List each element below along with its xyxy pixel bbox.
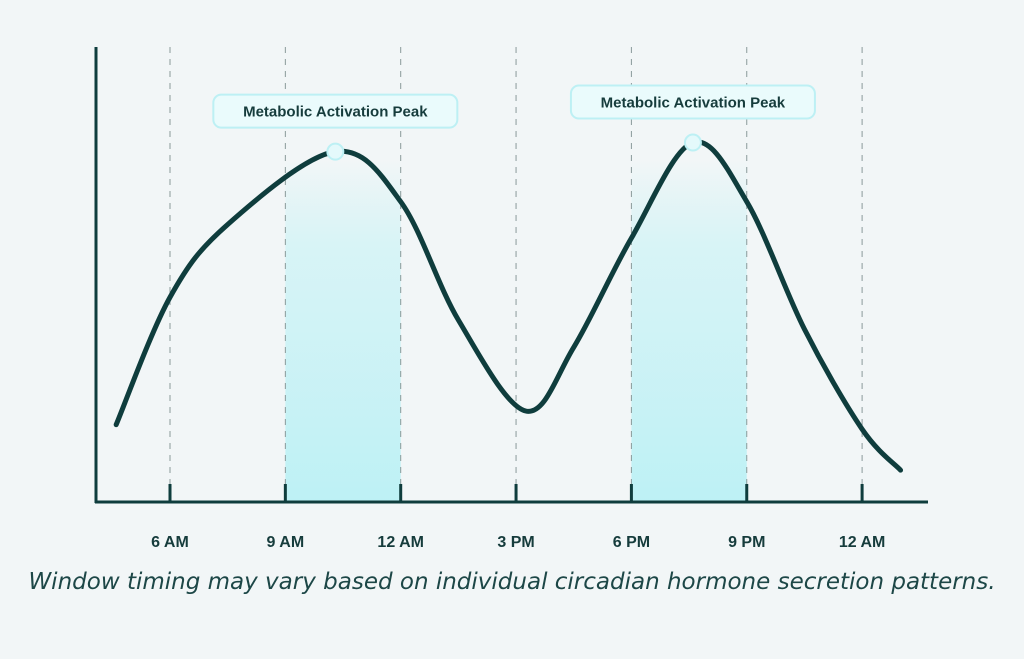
peak-label-box (569, 84, 816, 120)
peak-marker (326, 142, 345, 161)
x-tick-label: 9 PM (728, 534, 765, 551)
series-line (113, 139, 904, 473)
peak-label-box (212, 93, 459, 129)
x-tick-label: 6 PM (613, 534, 650, 551)
peak-label: Metabolic Activation Peak (601, 95, 786, 112)
x-tick-label: 12 AM (839, 534, 886, 551)
peak-marker (683, 133, 702, 152)
highlight-window (631, 160, 747, 502)
chart-caption: Window timing may vary based on individu… (28, 569, 996, 595)
x-tick-label: 12 AM (377, 534, 424, 551)
x-tick-label: 9 AM (267, 534, 305, 551)
x-tick-label: 6 AM (151, 534, 189, 551)
highlight-window (285, 160, 401, 502)
x-tick-label: 3 PM (497, 534, 534, 551)
peak-label: Metabolic Activation Peak (243, 104, 428, 121)
